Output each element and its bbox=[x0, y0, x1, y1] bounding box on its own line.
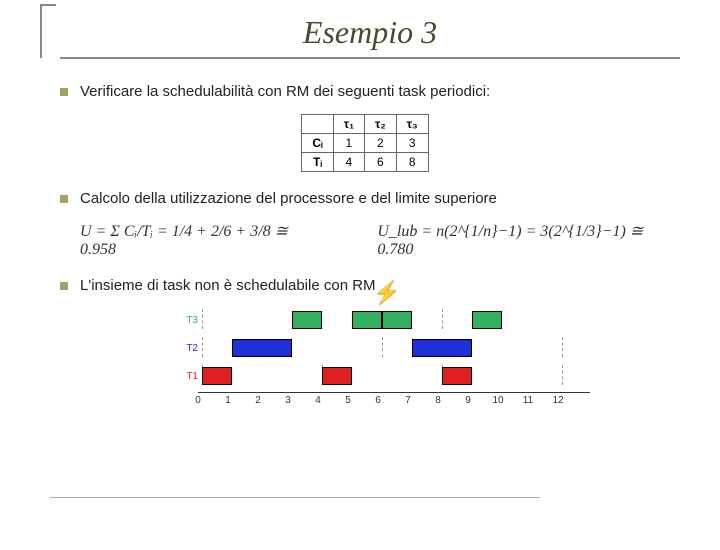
gantt-bar bbox=[232, 339, 292, 357]
bullet-1: Verificare la schedulabilità con RM dei … bbox=[60, 83, 670, 100]
title-bar: Esempio 3 bbox=[60, 10, 680, 59]
th bbox=[302, 115, 333, 134]
axis-label: 11 bbox=[523, 395, 533, 406]
formula-ulub: U_lub = n(2^{1/n}−1) = 3(2^{1/3}−1) ≅ 0.… bbox=[377, 221, 670, 259]
td: 3 bbox=[396, 134, 428, 153]
gantt-chart: ⚡ T3T2T10123456789101112 bbox=[170, 308, 590, 409]
period-tick bbox=[202, 337, 204, 357]
bullet-2-text: Calcolo della utilizzazione del processo… bbox=[80, 190, 497, 207]
table-row: Tᵢ 4 6 8 bbox=[302, 153, 428, 172]
gantt-track bbox=[202, 365, 590, 387]
period-tick bbox=[562, 337, 564, 357]
bullet-icon bbox=[60, 195, 68, 203]
gantt-bar bbox=[292, 311, 322, 329]
gantt-row-label: T2 bbox=[170, 343, 202, 354]
gantt-bar bbox=[352, 311, 382, 329]
axis-label: 1 bbox=[225, 395, 231, 406]
td: 6 bbox=[365, 153, 397, 172]
period-tick bbox=[382, 337, 384, 357]
table-row: Cᵢ 1 2 3 bbox=[302, 134, 428, 153]
bullet-icon bbox=[60, 282, 68, 290]
axis-label: 3 bbox=[285, 395, 291, 406]
table-header-row: τ₁ τ₂ τ₃ bbox=[302, 115, 428, 134]
bullet-icon bbox=[60, 88, 68, 96]
axis-label: 7 bbox=[405, 395, 411, 406]
td: 8 bbox=[396, 153, 428, 172]
task-table: τ₁ τ₂ τ₃ Cᵢ 1 2 3 Tᵢ 4 6 8 bbox=[301, 114, 428, 172]
axis-label: 6 bbox=[375, 395, 381, 406]
formula-u: U = Σ Cᵢ/Tᵢ = 1/4 + 2/6 + 3/8 ≅ 0.958 bbox=[80, 221, 317, 259]
axis-label: 5 bbox=[345, 395, 351, 406]
axis-label: 0 bbox=[195, 395, 201, 406]
axis-label: 8 bbox=[435, 395, 441, 406]
td: 4 bbox=[333, 153, 364, 172]
gantt-row: T3 bbox=[170, 308, 590, 332]
td: 2 bbox=[365, 134, 397, 153]
bullet-3-text: L'insieme di task non è schedulabile con… bbox=[80, 277, 376, 294]
td: Cᵢ bbox=[302, 134, 333, 153]
axis-label: 2 bbox=[255, 395, 261, 406]
footer-divider bbox=[50, 497, 540, 498]
gantt-bar bbox=[472, 311, 502, 329]
axis-label: 9 bbox=[465, 395, 471, 406]
gantt-bar bbox=[442, 367, 472, 385]
bullet-2: Calcolo della utilizzazione del processo… bbox=[60, 190, 670, 207]
gantt-bar bbox=[382, 311, 412, 329]
gantt-track bbox=[202, 337, 590, 359]
content-area: Verificare la schedulabilità con RM dei … bbox=[0, 59, 720, 409]
axis-label: 12 bbox=[552, 395, 563, 406]
bullet-1-text: Verificare la schedulabilità con RM dei … bbox=[80, 83, 490, 100]
gantt-row: T1 bbox=[170, 364, 590, 388]
gantt-bar bbox=[322, 367, 352, 385]
gantt-row: T2 bbox=[170, 336, 590, 360]
lightning-icon: ⚡ bbox=[373, 280, 400, 306]
td: 1 bbox=[333, 134, 364, 153]
period-tick bbox=[202, 309, 204, 329]
axis-label: 10 bbox=[492, 395, 503, 406]
th: τ₃ bbox=[396, 115, 428, 134]
gantt-axis: 0123456789101112 bbox=[198, 392, 590, 409]
th: τ₂ bbox=[365, 115, 397, 134]
period-tick bbox=[562, 365, 564, 385]
bullet-3: L'insieme di task non è schedulabile con… bbox=[60, 277, 670, 294]
gantt-bar bbox=[202, 367, 232, 385]
axis-label: 4 bbox=[315, 395, 321, 406]
gantt-bar bbox=[412, 339, 472, 357]
gantt-track bbox=[202, 309, 590, 331]
td: Tᵢ bbox=[302, 153, 333, 172]
slide-title: Esempio 3 bbox=[60, 10, 680, 51]
gantt-row-label: T3 bbox=[170, 315, 202, 326]
period-tick bbox=[442, 309, 444, 329]
th: τ₁ bbox=[333, 115, 364, 134]
formula-row: U = Σ Cᵢ/Tᵢ = 1/4 + 2/6 + 3/8 ≅ 0.958 U_… bbox=[80, 221, 670, 259]
gantt-row-label: T1 bbox=[170, 371, 202, 382]
